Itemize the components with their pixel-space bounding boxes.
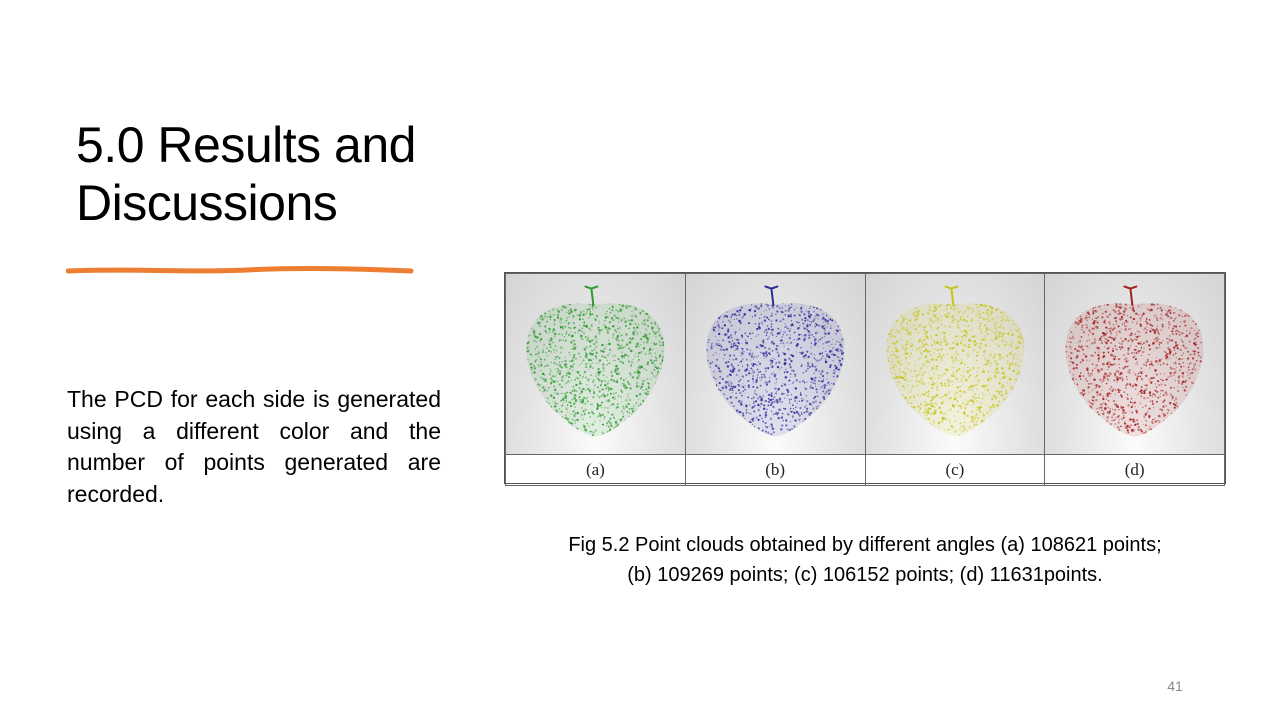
figure-caption-line-1: Fig 5.2 Point clouds obtained by differe… [568,534,1162,556]
panel-label-a: (a) [505,454,686,486]
figure-caption: Fig 5.2 Point clouds obtained by differe… [504,530,1226,590]
body-paragraph: The PCD for each side is generated using… [67,386,441,507]
figure-caption-line-2: (b) 109269 points; (c) 106152 points; (d… [627,564,1103,586]
point-cloud-figure: (a) (b) (c) (d) [504,272,1226,486]
title-underline-accent [66,265,414,274]
point-cloud-panel-d [1045,274,1224,454]
page-number: 41 [1167,678,1183,694]
point-cloud-panel-a [506,274,685,454]
panel-label-c: (c) [864,454,1046,486]
slide-title: 5.0 Results and Discussions [76,116,416,232]
panel-label-d: (d) [1044,454,1225,486]
panel-label-b: (b) [684,454,866,486]
slide-title-line-1: 5.0 Results and [76,117,416,173]
point-cloud-panel-b [685,274,865,454]
point-cloud-panel-c [865,274,1045,454]
slide-title-line-2: Discussions [76,175,338,231]
